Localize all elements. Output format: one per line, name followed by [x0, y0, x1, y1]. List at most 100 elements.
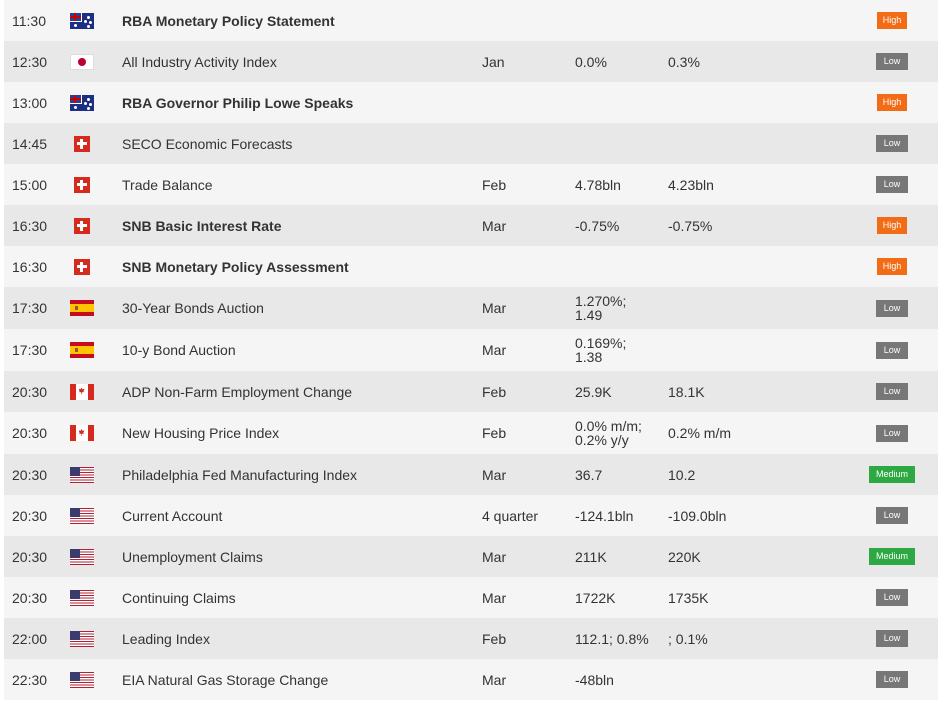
event-name[interactable]: ADP Non-Farm Employment Change: [122, 383, 353, 400]
event-name[interactable]: Philadelphia Fed Manufacturing Index: [122, 466, 358, 483]
forecast-value: 18.1K: [668, 383, 705, 400]
australia-flag-icon: [69, 82, 94, 123]
event-name[interactable]: 30-Year Bonds Auction: [122, 300, 264, 316]
table-row[interactable]: 20:30 Unemployment Claims Mar 211K 220K Mediu…: [4, 536, 938, 577]
event-time: 16:30: [12, 217, 48, 234]
event-name[interactable]: All Industry Activity Index: [122, 53, 277, 70]
event-time: 20:30: [12, 548, 48, 565]
importance-cell: Low: [844, 41, 940, 82]
table-row[interactable]: 20:30 Philadelphia Fed Manufacturing Inde…: [4, 454, 938, 495]
table-row[interactable]: 11:30 RBA Monetary Policy Statement High: [4, 0, 938, 41]
event-period: Mar: [482, 589, 507, 606]
importance-cell: Low: [844, 412, 940, 454]
importance-badge: Low: [876, 383, 908, 400]
event-period: 4 quarter: [482, 507, 539, 524]
forecast-value: [668, 123, 768, 164]
forecast-value: [668, 82, 768, 123]
importance-badge: High: [877, 217, 907, 234]
importance-cell: Low: [844, 287, 940, 329]
event-time: 22:30: [12, 671, 48, 688]
event-name[interactable]: Current Account: [122, 507, 223, 524]
importance-cell: Low: [844, 495, 940, 536]
actual-value: -48bln: [575, 671, 614, 688]
event-name[interactable]: Unemployment Claims: [122, 548, 263, 565]
japan-flag-icon: [69, 41, 94, 82]
importance-badge: Medium: [869, 548, 915, 565]
forecast-value: -109.0bln: [668, 507, 727, 524]
event-time: 20:30: [12, 466, 48, 483]
table-row[interactable]: 16:30 SNB Basic Interest Rate Mar -0.75% -0.…: [4, 205, 938, 246]
table-row[interactable]: 22:30 EIA Natural Gas Storage Change Mar -4…: [4, 659, 938, 700]
economic-calendar-table: 11:30 RBA Monetary Policy Statement High 12…: [4, 0, 938, 700]
event-time: 14:45: [12, 135, 48, 152]
actual-value: 36.7: [575, 466, 603, 483]
forecast-value: [668, 329, 768, 371]
actual-value: [575, 0, 665, 41]
table-row[interactable]: 20:30 New Housing Price Index Feb 0.0% m/m;…: [4, 412, 938, 454]
event-name[interactable]: New Housing Price Index: [122, 425, 280, 441]
event-name[interactable]: RBA Governor Philip Lowe Speaks: [122, 94, 354, 111]
actual-value: 0.0%: [575, 53, 607, 70]
event-period: Feb: [482, 383, 507, 400]
actual-value: 112.1; 0.8%: [575, 630, 649, 647]
event-name[interactable]: RBA Monetary Policy Statement: [122, 12, 335, 29]
importance-cell: Low: [844, 371, 940, 412]
event-name[interactable]: SNB Monetary Policy Assessment: [122, 258, 349, 275]
switzerland-flag-icon: [69, 164, 94, 205]
importance-badge: Low: [876, 135, 908, 152]
event-period: Mar: [482, 466, 507, 483]
usa-flag-icon: [69, 577, 94, 618]
event-period: Mar: [482, 217, 507, 234]
table-row[interactable]: 12:30 All Industry Activity Index Jan 0.0% 0…: [4, 41, 938, 82]
importance-cell: High: [844, 205, 940, 246]
importance-badge: Low: [876, 630, 908, 647]
importance-cell: Low: [844, 164, 940, 205]
event-name[interactable]: SECO Economic Forecasts: [122, 135, 293, 152]
actual-value: 4.78bln: [575, 176, 621, 193]
event-time: 17:30: [12, 300, 48, 316]
actual-value: [575, 246, 665, 287]
importance-cell: Low: [844, 618, 940, 659]
table-row[interactable]: 15:00 Trade Balance Feb 4.78bln 4.23bln Low: [4, 164, 938, 205]
importance-badge: Medium: [869, 466, 915, 483]
table-row[interactable]: 17:30 30-Year Bonds Auction Mar 1.270%; 1.4…: [4, 287, 938, 329]
table-row[interactable]: 22:00 Leading Index Feb 112.1; 0.8% ; 0.1% Lo…: [4, 618, 938, 659]
event-name[interactable]: Trade Balance: [122, 176, 213, 193]
event-name[interactable]: 10-y Bond Auction: [122, 342, 236, 358]
event-name[interactable]: Continuing Claims: [122, 589, 236, 606]
forecast-value: 1735K: [668, 589, 709, 606]
event-period: Mar: [482, 300, 507, 316]
table-row[interactable]: 16:30 SNB Monetary Policy Assessment High: [4, 246, 938, 287]
event-name[interactable]: Leading Index: [122, 630, 210, 647]
event-time: 16:30: [12, 258, 48, 275]
usa-flag-icon: [69, 618, 94, 659]
forecast-value: -0.75%: [668, 217, 713, 234]
event-time: 20:30: [12, 383, 48, 400]
table-row[interactable]: 17:30 10-y Bond Auction Mar 0.169%; 1.38 Low: [4, 329, 938, 371]
table-row[interactable]: 14:45 SECO Economic Forecasts Low: [4, 123, 938, 164]
canada-flag-icon: [69, 412, 94, 454]
actual-value: [575, 82, 665, 123]
actual-value: 25.9K: [575, 383, 612, 400]
event-period: Feb: [482, 630, 507, 647]
event-period: Jan: [482, 53, 505, 70]
event-time: 20:30: [12, 425, 48, 441]
canada-flag-icon: [69, 371, 94, 412]
event-time: 20:30: [12, 589, 48, 606]
usa-flag-icon: [69, 536, 94, 577]
event-time: 11:30: [12, 12, 46, 29]
forecast-value: [668, 246, 768, 287]
event-period: [482, 0, 572, 41]
forecast-value: 220K: [668, 548, 701, 565]
table-row[interactable]: 20:30 ADP Non-Farm Employment Change Feb 25…: [4, 371, 938, 412]
importance-badge: Low: [876, 341, 908, 359]
event-name[interactable]: SNB Basic Interest Rate: [122, 217, 282, 234]
table-row[interactable]: 20:30 Current Account 4 quarter -124.1bln -1…: [4, 495, 938, 536]
table-row[interactable]: 13:00 RBA Governor Philip Lowe Speaks High: [4, 82, 938, 123]
actual-value: 1.270%; 1.49: [575, 293, 627, 323]
actual-value: [575, 123, 665, 164]
table-row[interactable]: 20:30 Continuing Claims Mar 1722K 1735K Low: [4, 577, 938, 618]
event-name[interactable]: EIA Natural Gas Storage Change: [122, 671, 329, 688]
importance-badge: Low: [876, 507, 908, 524]
event-period: [482, 82, 572, 123]
